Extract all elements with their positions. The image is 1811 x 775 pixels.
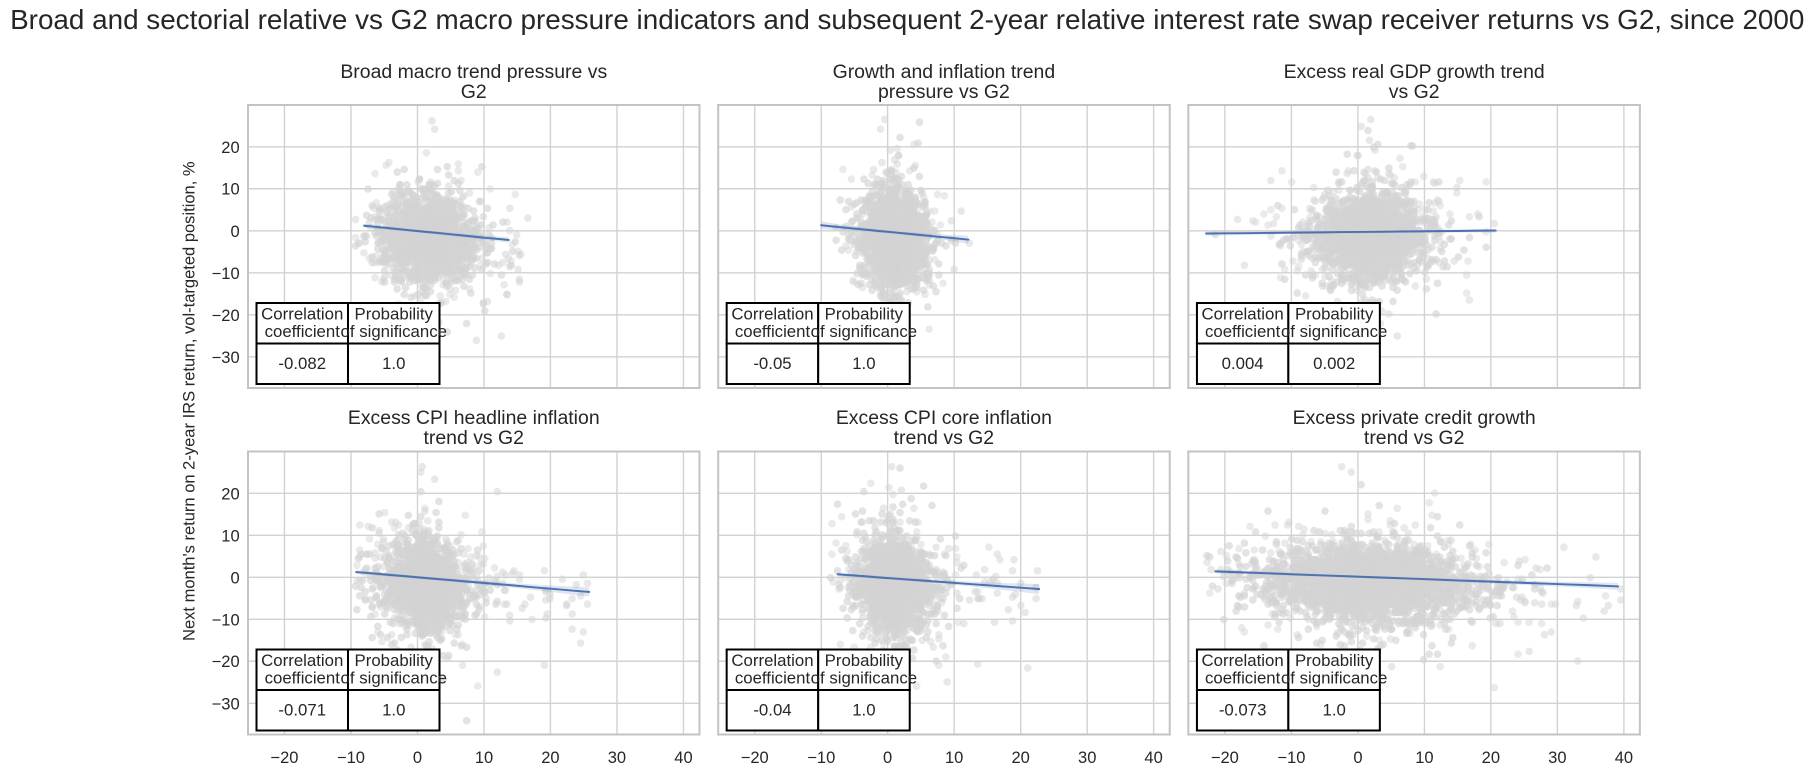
svg-text:−30: −30 xyxy=(212,348,240,367)
svg-text:0: 0 xyxy=(230,222,239,241)
svg-text:−20: −20 xyxy=(212,306,240,325)
svg-text:−10: −10 xyxy=(212,264,240,283)
svg-text:10: 10 xyxy=(221,180,239,199)
svg-text:20: 20 xyxy=(221,138,239,157)
